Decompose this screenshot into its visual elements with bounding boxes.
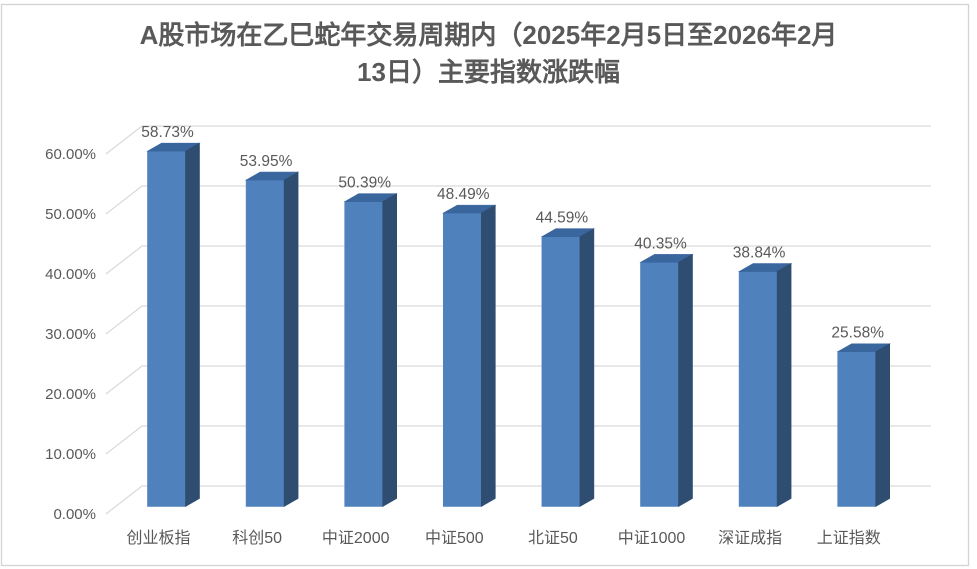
gridline-10pct: [105, 425, 931, 455]
y-axis-tick-label-0pct: 0.00%: [53, 506, 96, 523]
y-axis-tick-label-30pct: 30.00%: [45, 326, 96, 343]
y-axis-tick-label-60pct: 60.00%: [45, 146, 96, 163]
gridline-40pct: [105, 245, 931, 275]
bar-front-face-深证成指: [738, 271, 778, 507]
value-label-北证50: 44.59%: [536, 210, 589, 227]
bar-front-face-科创50: [245, 179, 285, 507]
bar-side-face-中证500: [480, 204, 496, 508]
bar-front-face-上证指数: [837, 351, 877, 507]
value-label-上证指数: 25.58%: [831, 325, 884, 342]
gridline-30pct: [105, 305, 931, 335]
bar-front-face-中证1000: [640, 262, 679, 507]
y-axis-tick-label-20pct: 20.00%: [45, 386, 96, 403]
gridline-60pct: [105, 125, 931, 155]
gridline-20pct: [105, 365, 931, 395]
gridline-50pct: [105, 185, 931, 215]
bar-side-face-科创50: [283, 171, 299, 508]
category-label-北证50: 北证50: [528, 529, 578, 547]
value-label-中证500: 48.49%: [437, 186, 490, 203]
bar-side-face-上证指数: [875, 343, 891, 508]
bar-side-face-创业板指: [185, 142, 200, 508]
bar-front-face-中证500: [442, 212, 482, 507]
category-label-创业板指: 创业板指: [126, 529, 190, 547]
bar-side-face-中证2000: [382, 193, 398, 508]
chart-border: [0, 3, 970, 567]
value-label-深证成指: 38.84%: [733, 245, 786, 262]
category-label-中证500: 中证500: [425, 529, 484, 547]
bar-side-face-中证1000: [678, 253, 693, 508]
bar-side-face-北证50: [579, 228, 595, 508]
value-label-创业板指: 58.73%: [141, 124, 194, 141]
category-label-深证成指: 深证成指: [718, 529, 782, 547]
bar-side-face-深证成指: [776, 263, 792, 508]
y-axis-tick-label-10pct: 10.00%: [45, 446, 96, 463]
category-label-中证1000: 中证1000: [618, 529, 686, 547]
bar-front-face-创业板指: [147, 150, 186, 507]
bar-front-face-中证2000: [344, 201, 384, 507]
value-label-中证2000: 50.39%: [338, 175, 391, 192]
category-label-中证2000: 中证2000: [322, 529, 390, 547]
category-label-上证指数: 上证指数: [817, 529, 881, 547]
bar-front-face-北证50: [541, 236, 581, 507]
gridline-0pct: [105, 485, 931, 515]
y-axis-tick-label-50pct: 50.00%: [45, 206, 96, 223]
category-label-科创50: 科创50: [232, 529, 282, 547]
value-label-科创50: 53.95%: [240, 153, 293, 170]
y-axis-tick-label-40pct: 40.00%: [45, 266, 96, 283]
value-label-中证1000: 40.35%: [634, 235, 687, 252]
